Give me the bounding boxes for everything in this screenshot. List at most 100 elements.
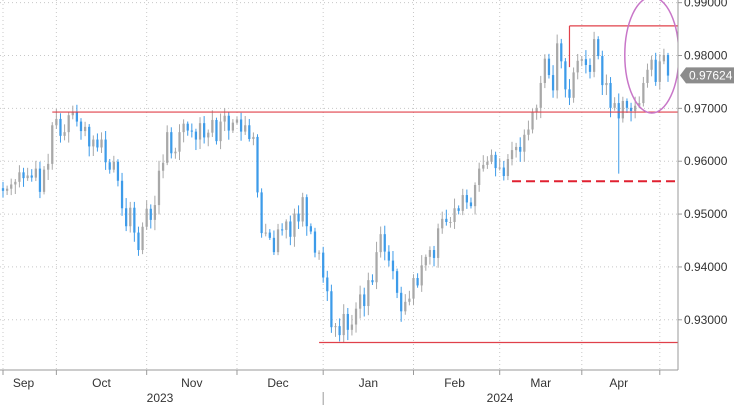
candle-body bbox=[490, 154, 493, 162]
candle-body bbox=[350, 324, 354, 330]
candle-body bbox=[404, 301, 407, 312]
candle-body bbox=[88, 126, 91, 147]
candle-body bbox=[461, 195, 464, 211]
last-price-badge: 0.97624 bbox=[680, 67, 734, 84]
candle-body bbox=[486, 161, 489, 165]
candle-body bbox=[272, 237, 276, 253]
candle-body bbox=[527, 129, 530, 135]
candle-body bbox=[634, 105, 637, 111]
candle-body bbox=[322, 252, 325, 278]
candle-body bbox=[617, 103, 620, 119]
candle-body bbox=[564, 61, 567, 90]
candle-body bbox=[556, 43, 559, 91]
candle-body bbox=[276, 229, 280, 253]
candle-body bbox=[412, 278, 415, 299]
candle-body bbox=[149, 208, 152, 220]
x-tick-label: Sep bbox=[13, 376, 35, 390]
candle-body bbox=[391, 260, 395, 272]
year-label: 2024 bbox=[487, 391, 514, 405]
candle-body bbox=[55, 118, 58, 126]
gridlines bbox=[0, 0, 678, 370]
candle-body bbox=[293, 213, 296, 237]
candle-body bbox=[219, 121, 222, 142]
candle-body bbox=[30, 175, 33, 178]
candle-body bbox=[120, 180, 124, 209]
candle-body bbox=[264, 232, 267, 234]
candle-body bbox=[441, 218, 444, 229]
candle-body bbox=[18, 172, 21, 182]
candle-body bbox=[592, 39, 596, 72]
candle-body bbox=[141, 226, 144, 251]
candle-body bbox=[445, 218, 448, 222]
last-price-label: 0.97624 bbox=[689, 68, 733, 82]
candle-body bbox=[510, 150, 514, 160]
x-tick-label: Oct bbox=[92, 376, 111, 390]
x-tick-label: Nov bbox=[181, 376, 202, 390]
candle-body bbox=[47, 163, 50, 170]
candle-body bbox=[535, 107, 538, 112]
candle-body bbox=[662, 54, 666, 62]
candle-body bbox=[268, 232, 271, 238]
candle-body bbox=[260, 192, 263, 234]
candle-body bbox=[449, 222, 452, 223]
candle-body bbox=[543, 58, 546, 83]
candle-body bbox=[317, 252, 321, 254]
candle-body bbox=[170, 132, 173, 154]
candle-body bbox=[568, 89, 571, 98]
candle-body bbox=[285, 221, 288, 230]
candle-body bbox=[104, 139, 107, 163]
candle-body bbox=[465, 195, 468, 203]
candle-body bbox=[354, 308, 358, 325]
candle-body bbox=[473, 185, 477, 207]
y-tick-label: 0.94000 bbox=[684, 260, 728, 274]
candle-body bbox=[215, 119, 218, 142]
candle-body bbox=[71, 111, 74, 116]
candle-body bbox=[38, 168, 42, 192]
candle-body bbox=[153, 205, 157, 220]
x-tick-label: Feb bbox=[444, 376, 465, 390]
candle-body bbox=[79, 121, 83, 132]
candle-body bbox=[531, 111, 534, 130]
candle-body bbox=[371, 280, 374, 283]
candle-body bbox=[297, 213, 300, 222]
candle-body bbox=[133, 207, 136, 233]
x-tick-label: Apr bbox=[609, 376, 628, 390]
candle-body bbox=[580, 59, 583, 61]
candle-body bbox=[638, 103, 641, 106]
candle-body bbox=[383, 234, 386, 252]
candle-body bbox=[432, 250, 436, 258]
candle-body bbox=[395, 271, 399, 293]
candle-body bbox=[338, 326, 341, 336]
y-tick-label: 0.96000 bbox=[684, 154, 728, 168]
candle-body bbox=[506, 159, 510, 177]
candle-body bbox=[547, 58, 551, 76]
candle-body bbox=[83, 126, 87, 132]
y-axis-panel bbox=[678, 0, 734, 370]
candle-body bbox=[330, 291, 333, 328]
candle-body bbox=[498, 167, 501, 169]
candle-body bbox=[478, 168, 481, 185]
candle-body bbox=[588, 65, 592, 72]
candle-body bbox=[235, 119, 239, 123]
candle-body bbox=[112, 161, 115, 170]
y-axis: 0.99000 0.98000 0.97000 0.96000 0.95000 0.940… bbox=[678, 0, 728, 327]
candle-body bbox=[469, 202, 473, 207]
candle-body bbox=[10, 184, 13, 189]
candle-body bbox=[157, 170, 161, 206]
candle-body bbox=[198, 123, 202, 140]
candle-body bbox=[166, 132, 169, 163]
candle-body bbox=[59, 118, 62, 136]
candle-body bbox=[190, 130, 193, 132]
candle-body bbox=[14, 181, 17, 185]
candle-body bbox=[601, 56, 604, 86]
candle-body bbox=[494, 154, 497, 169]
candle-body bbox=[576, 60, 579, 73]
candle-body bbox=[186, 123, 189, 131]
candle-body bbox=[420, 265, 423, 286]
candle-body bbox=[100, 139, 103, 148]
candle-body bbox=[96, 139, 99, 148]
candle-body bbox=[408, 298, 411, 302]
candle-body bbox=[92, 139, 95, 147]
candle-body bbox=[334, 326, 337, 328]
